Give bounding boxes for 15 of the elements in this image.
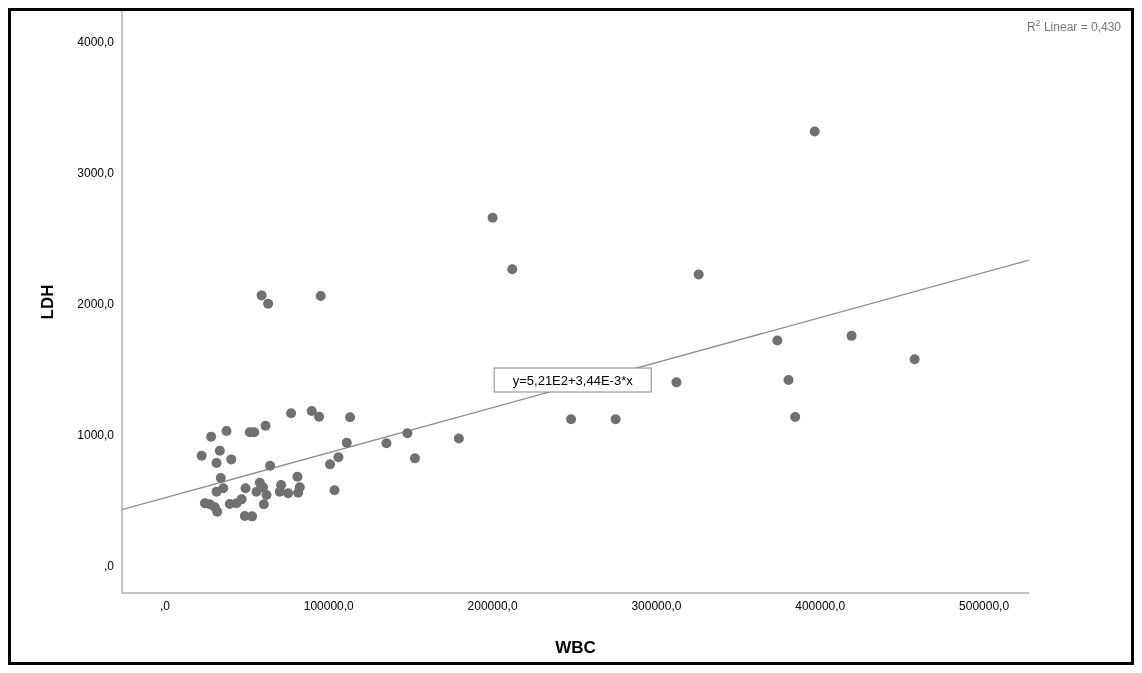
x-axis-title: WBC: [555, 638, 596, 657]
x-tick-label: 100000,0: [303, 598, 355, 613]
y-tick-label: 3000,0: [77, 166, 115, 181]
annotation: y=5,21E2+3,44E-3*x: [512, 373, 634, 389]
x-tick-label: 300000,0: [631, 598, 682, 613]
y-tick-label: 4000,0: [77, 35, 115, 50]
x-tick-label: 200000,0: [467, 598, 518, 613]
y-tick-label: ,0: [103, 559, 115, 574]
annotation: R$^{2}$ Linear = 0,430: [1026, 18, 1122, 34]
y-tick-label: 1000,0: [77, 428, 115, 443]
y-tick-label: 2000,0: [77, 297, 115, 312]
x-tick-label: 500000,0: [959, 598, 1010, 613]
x-tick-label: 400000,0: [795, 598, 846, 613]
y-axis-title: LDH: [38, 284, 58, 320]
x-tick-label: ,0: [159, 598, 171, 613]
